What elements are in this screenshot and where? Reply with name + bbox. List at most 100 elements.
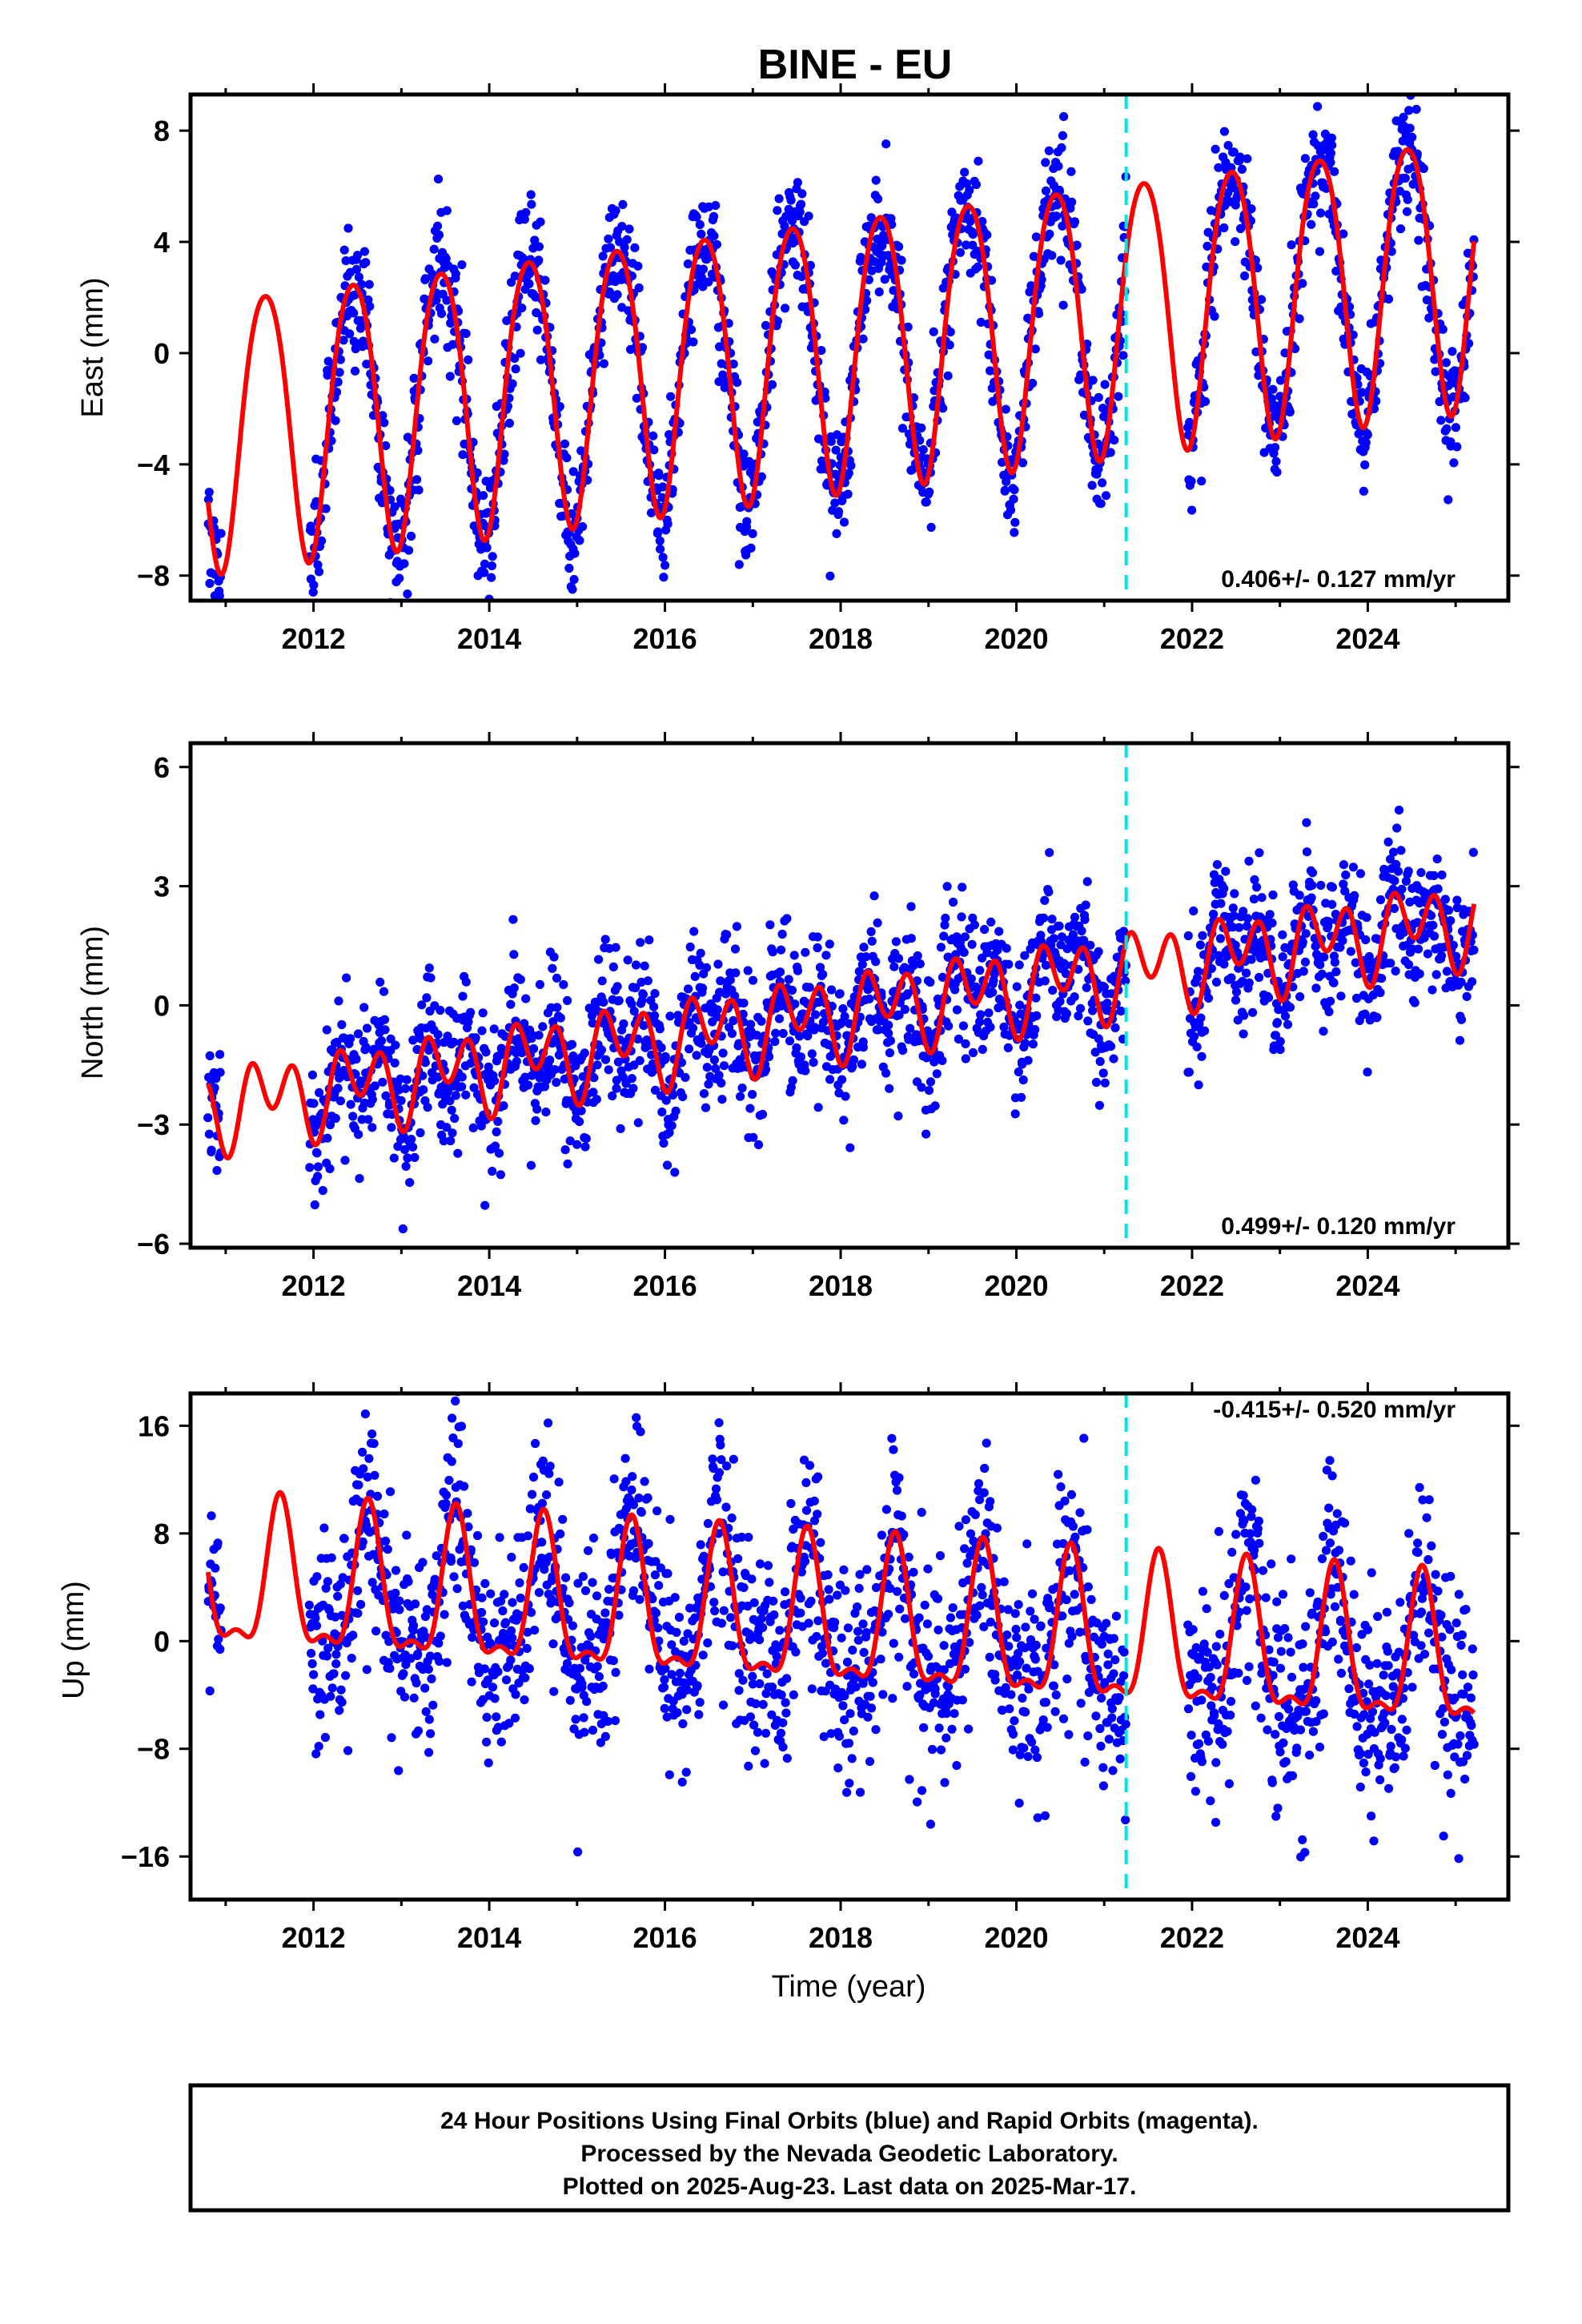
north-point	[506, 999, 516, 1009]
up-point	[430, 1574, 440, 1584]
east-point	[1285, 407, 1295, 417]
north-point	[535, 979, 545, 989]
chart-title: BINE - EU	[758, 42, 953, 88]
up-point	[354, 1480, 363, 1490]
north-point	[1300, 957, 1311, 967]
up-point	[327, 1553, 336, 1562]
north-point	[1307, 868, 1318, 878]
north-point	[592, 1095, 601, 1104]
north-point	[865, 994, 874, 1003]
east-point	[1313, 102, 1323, 111]
north-point	[857, 959, 867, 969]
north-point	[792, 1043, 801, 1053]
up-point	[444, 1475, 454, 1486]
north-point	[1386, 959, 1395, 968]
up-point	[643, 1493, 652, 1502]
east-point	[1387, 247, 1396, 256]
east-y-tick-label: 0	[154, 337, 170, 370]
up-point	[356, 1599, 366, 1610]
north-point	[1077, 926, 1086, 936]
east-point	[313, 560, 323, 570]
north-point	[337, 1019, 347, 1030]
up-point	[451, 1396, 460, 1406]
north-point	[657, 1108, 667, 1117]
up-point	[440, 1610, 449, 1619]
north-point	[815, 963, 825, 972]
north-point	[1456, 1015, 1467, 1024]
up-point	[755, 1679, 765, 1689]
north-point	[312, 1148, 322, 1158]
north-point	[1372, 1012, 1382, 1022]
north-point	[401, 1161, 411, 1171]
east-point	[1431, 367, 1440, 376]
east-frame	[188, 92, 1511, 603]
up-point	[775, 1626, 785, 1635]
east-point	[487, 573, 496, 582]
north-point	[1080, 915, 1090, 924]
up-point	[329, 1669, 339, 1679]
east-point	[648, 431, 658, 440]
east-point	[1327, 133, 1336, 143]
up-point	[515, 1578, 524, 1588]
north-point	[408, 1142, 418, 1152]
up-point	[722, 1462, 732, 1471]
up-point	[353, 1586, 363, 1595]
north-point	[417, 1000, 427, 1010]
up-point	[739, 1582, 749, 1592]
north-point	[1437, 870, 1447, 880]
up-point	[888, 1694, 897, 1703]
north-point	[718, 1048, 728, 1058]
east-point	[1316, 208, 1326, 218]
north-point	[1275, 1045, 1285, 1055]
up-point	[573, 1847, 583, 1857]
east-point	[862, 296, 872, 305]
north-point	[608, 962, 618, 971]
east-point	[869, 257, 879, 267]
north-point	[807, 1049, 817, 1059]
up-point	[696, 1540, 705, 1550]
north-point	[631, 983, 640, 993]
east-point	[524, 268, 535, 279]
east-point	[1210, 312, 1219, 321]
east-point	[1400, 82, 1409, 90]
north-point	[1244, 856, 1254, 866]
up-point	[524, 1664, 534, 1674]
east-point	[1010, 528, 1019, 537]
east-point	[695, 219, 705, 230]
east-point	[1330, 167, 1339, 176]
north-point	[732, 922, 742, 931]
north-point	[659, 1138, 669, 1148]
east-point	[480, 568, 489, 577]
north-point	[813, 932, 822, 942]
north-point	[204, 1129, 214, 1139]
east-point	[894, 242, 904, 251]
north-point	[1004, 959, 1014, 969]
up-point	[855, 1787, 865, 1797]
east-point	[773, 206, 782, 215]
north-point	[215, 1050, 225, 1059]
north-point	[588, 1088, 598, 1097]
east-point	[1110, 436, 1119, 445]
east-point	[604, 287, 615, 297]
up-point	[571, 1715, 580, 1724]
east-point	[461, 329, 471, 339]
north-point	[534, 1031, 544, 1040]
east-point	[697, 273, 707, 283]
north-point	[1054, 921, 1064, 931]
east-point	[1307, 219, 1316, 229]
north-point	[1109, 1054, 1118, 1063]
up-point	[769, 1596, 778, 1606]
north-point	[966, 974, 976, 983]
east-point	[516, 348, 525, 358]
north-point	[375, 977, 385, 987]
up-y-axis-label: Up (mm)	[57, 1581, 90, 1699]
up-point	[909, 1669, 919, 1679]
up-point	[586, 1631, 596, 1641]
east-point	[1400, 173, 1410, 183]
east-point	[446, 318, 456, 328]
east-point	[381, 441, 391, 451]
north-point	[215, 1068, 225, 1077]
east-point	[709, 211, 719, 221]
north-point	[331, 1113, 340, 1124]
east-point	[480, 559, 490, 569]
